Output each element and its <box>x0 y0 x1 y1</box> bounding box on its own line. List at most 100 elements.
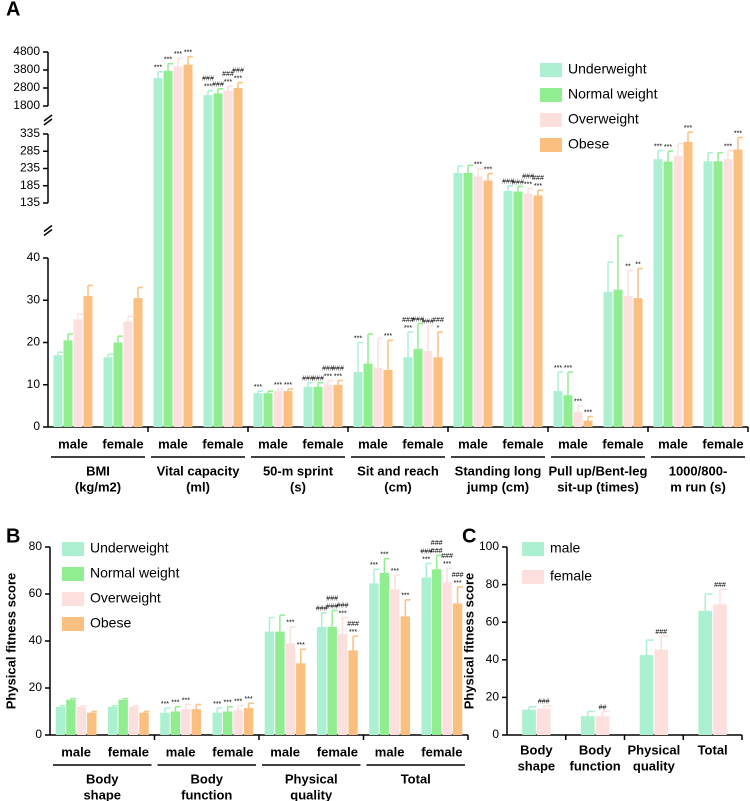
bar <box>639 655 654 735</box>
x-subcategory-label: male <box>258 436 288 451</box>
x-category-label: shape <box>83 787 121 801</box>
significance-label: *** <box>234 75 242 82</box>
significance-label: *** <box>284 382 292 389</box>
x-subcategory-label: female <box>702 436 743 451</box>
significance-label: *** <box>664 144 672 151</box>
bar <box>683 141 693 427</box>
significance-label: ### <box>538 699 550 706</box>
legend-swatch <box>62 592 84 606</box>
x-subcategory-label: male <box>61 744 91 759</box>
bar <box>191 709 202 735</box>
bar <box>463 172 473 427</box>
x-subcategory-label: female <box>317 744 358 759</box>
y-tick-label: 20 <box>29 680 43 694</box>
y-axis-label: Physical fitness score <box>461 573 476 710</box>
bar <box>698 610 713 735</box>
y-tick-label: 335 <box>20 126 40 140</box>
y-tick-label: 0 <box>33 419 40 433</box>
bar <box>63 340 73 427</box>
bar <box>654 649 669 735</box>
x-category-label: jump (cm) <box>466 479 529 494</box>
x-subcategory-label: female <box>202 436 243 451</box>
bar <box>442 582 452 735</box>
bar <box>163 70 173 428</box>
significance-label: *** <box>380 552 388 559</box>
legend-swatch <box>540 113 562 127</box>
significance-label: ### <box>432 317 444 324</box>
bar <box>452 603 463 735</box>
significance-label: ** <box>625 264 631 271</box>
axis-break <box>43 228 53 237</box>
bar <box>212 712 222 735</box>
bar <box>123 321 133 427</box>
bar <box>353 372 363 427</box>
bar <box>107 706 118 735</box>
bar <box>363 363 373 427</box>
significance-label: ### <box>326 595 338 602</box>
axis-break <box>43 224 53 233</box>
bar <box>313 386 323 427</box>
bar <box>275 631 285 735</box>
significance-label: *** <box>554 365 562 372</box>
bar <box>390 589 400 735</box>
panel-label: C <box>462 525 476 547</box>
bar <box>573 412 583 427</box>
y-tick-label: 80 <box>486 577 500 591</box>
significance-label: ### <box>312 375 324 382</box>
bar <box>181 709 191 735</box>
significance-label: * <box>437 325 440 332</box>
x-category-label: Body <box>86 771 119 786</box>
x-category-label: Physical <box>627 742 680 757</box>
y-tick-label: 40 <box>29 633 43 647</box>
significance-label: *** <box>161 701 169 708</box>
bar <box>563 395 573 427</box>
bar <box>53 355 63 427</box>
significance-label: *** <box>354 335 362 342</box>
bar <box>663 161 673 427</box>
significance-label: ### <box>402 317 414 324</box>
significance-label: ### <box>502 179 514 186</box>
bar <box>327 626 337 735</box>
bar <box>118 699 128 735</box>
legend-label: Normal weight <box>90 565 180 581</box>
x-subcategory-label: male <box>658 436 688 451</box>
significance-label: *** <box>401 593 409 600</box>
significance-label: *** <box>204 84 212 91</box>
significance-label: ### <box>431 540 443 547</box>
y-tick-label: 185 <box>20 178 40 192</box>
bar <box>87 712 97 735</box>
bar <box>603 291 613 427</box>
significance-label: ### <box>714 582 726 589</box>
significance-label: *** <box>182 697 190 704</box>
y-tick-label: 2800 <box>13 80 40 94</box>
legend-label: Overweight <box>90 590 161 606</box>
bar <box>316 626 327 735</box>
bar <box>580 716 595 735</box>
y-tick-label: 1800 <box>13 98 40 112</box>
legend-label: female <box>550 568 592 584</box>
significance-label: *** <box>564 365 572 372</box>
significance-label: *** <box>474 162 482 169</box>
significance-label: *** <box>574 399 582 406</box>
bar <box>513 191 523 427</box>
axis-break <box>43 114 53 122</box>
bar <box>673 155 683 428</box>
significance-label: *** <box>339 610 347 617</box>
significance-label: *** <box>370 562 378 569</box>
panel-label: A <box>6 0 20 20</box>
bar <box>431 569 442 735</box>
significance-label: ### <box>202 76 214 83</box>
legend-swatch <box>540 138 562 152</box>
x-subcategory-label: female <box>602 436 643 451</box>
x-subcategory-label: female <box>402 436 443 451</box>
y-tick-label: 0 <box>35 727 42 741</box>
x-subcategory-label: female <box>502 436 543 451</box>
bar <box>633 298 643 427</box>
bar <box>76 706 87 735</box>
bar <box>533 195 543 427</box>
x-category-label: quality <box>290 787 333 801</box>
bar <box>203 95 213 427</box>
y-tick-label: 3800 <box>13 62 40 76</box>
x-category-label: 1000/800- <box>669 463 728 478</box>
bar <box>421 577 431 735</box>
